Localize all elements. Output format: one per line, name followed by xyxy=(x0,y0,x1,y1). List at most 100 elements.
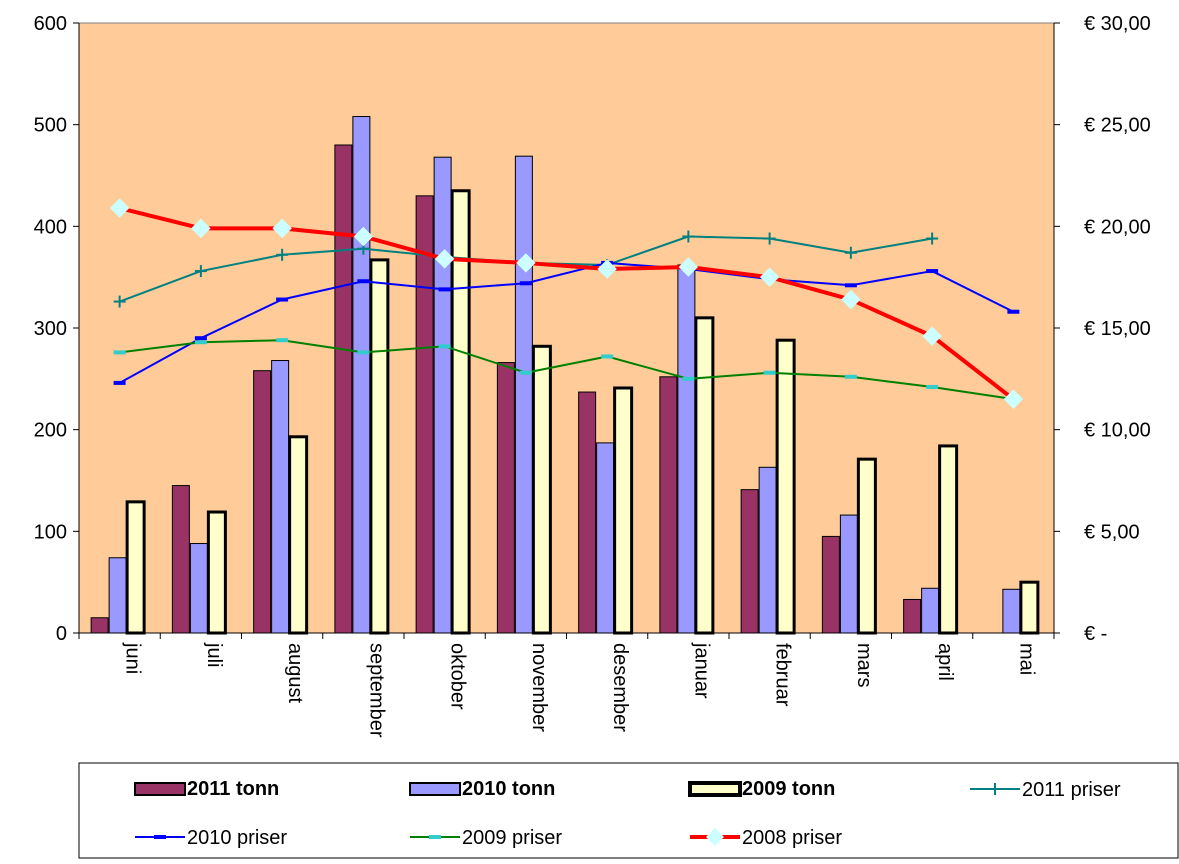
right-tick-label: € 15,00 xyxy=(1084,318,1151,340)
bar-2010-tonn-juni xyxy=(108,557,127,634)
legend-swatch-2009-tonn xyxy=(688,781,742,797)
line-2009-priser xyxy=(119,339,1014,401)
bar-2010-tonn-mai xyxy=(1002,588,1021,634)
bar-2010-tonn-september xyxy=(352,116,371,634)
left-tick-label: 500 xyxy=(34,115,67,137)
legend-swatch-2008-priser xyxy=(690,828,740,846)
marker-2011-priser-9 xyxy=(844,246,857,259)
legend-label: 2011 tonn xyxy=(187,778,279,800)
legend-label: 2009 priser xyxy=(462,827,562,849)
right-tick-label: € 25,00 xyxy=(1084,115,1151,137)
marker-2008-priser-2 xyxy=(272,218,292,239)
x-category-label: juni xyxy=(122,642,144,674)
bar-2011-tonn-februar xyxy=(740,489,759,634)
marker-2008-priser-7 xyxy=(678,257,699,277)
marker-2009-priser-1 xyxy=(194,340,207,345)
bar-2010-tonn-juli xyxy=(189,543,208,634)
x-category-label: april xyxy=(934,643,956,681)
marker-2009-priser-6 xyxy=(601,354,614,359)
legend-swatch-2011-priser xyxy=(970,783,1020,795)
bar-2011-tonn-oktober xyxy=(415,195,434,634)
line-2010-priser xyxy=(119,261,1014,384)
marker-2011-priser-7 xyxy=(682,230,695,243)
marker-2009-priser-10 xyxy=(926,384,939,389)
x-category-label: september xyxy=(365,643,387,738)
x-category-label: oktober xyxy=(447,643,469,710)
marker-2008-priser-8 xyxy=(759,267,780,287)
bar-2010-tonn-oktober xyxy=(433,156,452,634)
bar-2009-tonn-juni xyxy=(125,500,146,635)
marker-2008-priser-4 xyxy=(434,249,455,269)
left-tick-label: 600 xyxy=(34,13,67,35)
marker-2010-priser-5 xyxy=(519,281,532,286)
bar-2010-tonn-august xyxy=(271,360,290,634)
legend-label: 2010 priser xyxy=(187,827,287,849)
legend-swatch-2009-priser xyxy=(410,835,460,839)
bar-2010-tonn-november xyxy=(514,155,533,634)
bar-2009-tonn-september xyxy=(369,258,390,635)
bar-2010-tonn-desember xyxy=(596,442,615,634)
marker-2010-priser-0 xyxy=(113,380,126,385)
legend-swatch-2010-tonn xyxy=(409,782,461,796)
bar-2011-tonn-desember xyxy=(578,391,597,634)
bar-2011-tonn-april xyxy=(903,598,922,634)
legend-label: 2010 tonn xyxy=(462,778,555,800)
bar-2009-tonn-august xyxy=(288,435,309,635)
right-tick-label: € 10,00 xyxy=(1084,420,1151,442)
right-tick-label: € - xyxy=(1084,623,1107,645)
marker-2010-priser-3 xyxy=(357,279,370,284)
legend-label: 2008 priser xyxy=(742,827,842,849)
bar-2009-tonn-mai xyxy=(1019,580,1040,635)
x-category-label: februar xyxy=(772,643,794,707)
x-category-label: november xyxy=(528,643,550,732)
legend-box xyxy=(78,762,1179,859)
marker-2008-priser-11 xyxy=(1003,389,1024,409)
marker-2009-priser-8 xyxy=(763,370,776,375)
bar-2009-tonn-januar xyxy=(694,316,715,635)
legend-swatch-2011-tonn xyxy=(134,782,186,796)
x-category-label: desember xyxy=(609,643,631,732)
marker-2008-priser-1 xyxy=(191,218,211,239)
marker-2009-priser-9 xyxy=(844,374,857,379)
marker-2009-priser-2 xyxy=(276,338,289,343)
bar-2009-tonn-februar xyxy=(775,338,796,635)
right-tick-label: € 5,00 xyxy=(1084,521,1140,543)
legend-label: 2011 priser xyxy=(1022,779,1121,801)
marker-2008-priser-9 xyxy=(841,289,861,310)
marker-2011-priser-0 xyxy=(113,295,126,308)
marker-2008-priser-0 xyxy=(109,198,130,218)
right-tick-label: € 20,00 xyxy=(1084,216,1151,238)
marker-2010-priser-2 xyxy=(276,297,289,302)
left-tick-label: 400 xyxy=(34,216,67,238)
x-category-label: januar xyxy=(690,642,712,699)
bar-2009-tonn-mars xyxy=(856,457,877,635)
x-category-label: august xyxy=(284,643,306,703)
left-tick-label: 300 xyxy=(34,318,67,340)
bar-2010-tonn-mars xyxy=(839,514,858,634)
bar-2009-tonn-juli xyxy=(206,510,227,635)
plot-area xyxy=(78,22,1055,634)
marker-2009-priser-4 xyxy=(438,344,451,349)
marker-2011-priser-10 xyxy=(926,232,939,245)
x-category-label: juli xyxy=(203,642,225,667)
left-tick-label: 100 xyxy=(34,521,67,543)
right-tick-label: € 30,00 xyxy=(1084,13,1151,35)
marker-2011-priser-2 xyxy=(276,248,289,261)
bar-2009-tonn-desember xyxy=(613,386,634,635)
legend-swatch-2010-priser xyxy=(135,835,185,839)
bar-2011-tonn-juli xyxy=(171,485,190,634)
marker-2009-priser-5 xyxy=(519,370,532,375)
bar-2011-tonn-juni xyxy=(90,617,109,634)
x-category-label: mai xyxy=(1015,643,1037,675)
line-2008-priser xyxy=(119,206,1015,401)
bar-2011-tonn-september xyxy=(334,144,353,634)
bar-2009-tonn-april xyxy=(938,444,959,635)
marker-2008-priser-6 xyxy=(597,259,617,279)
bar-2011-tonn-mars xyxy=(821,535,840,634)
x-category-label: mars xyxy=(853,643,875,687)
left-tick-label: 200 xyxy=(34,420,67,442)
marker-2008-priser-5 xyxy=(516,253,536,273)
left-tick-label: 0 xyxy=(56,623,67,645)
